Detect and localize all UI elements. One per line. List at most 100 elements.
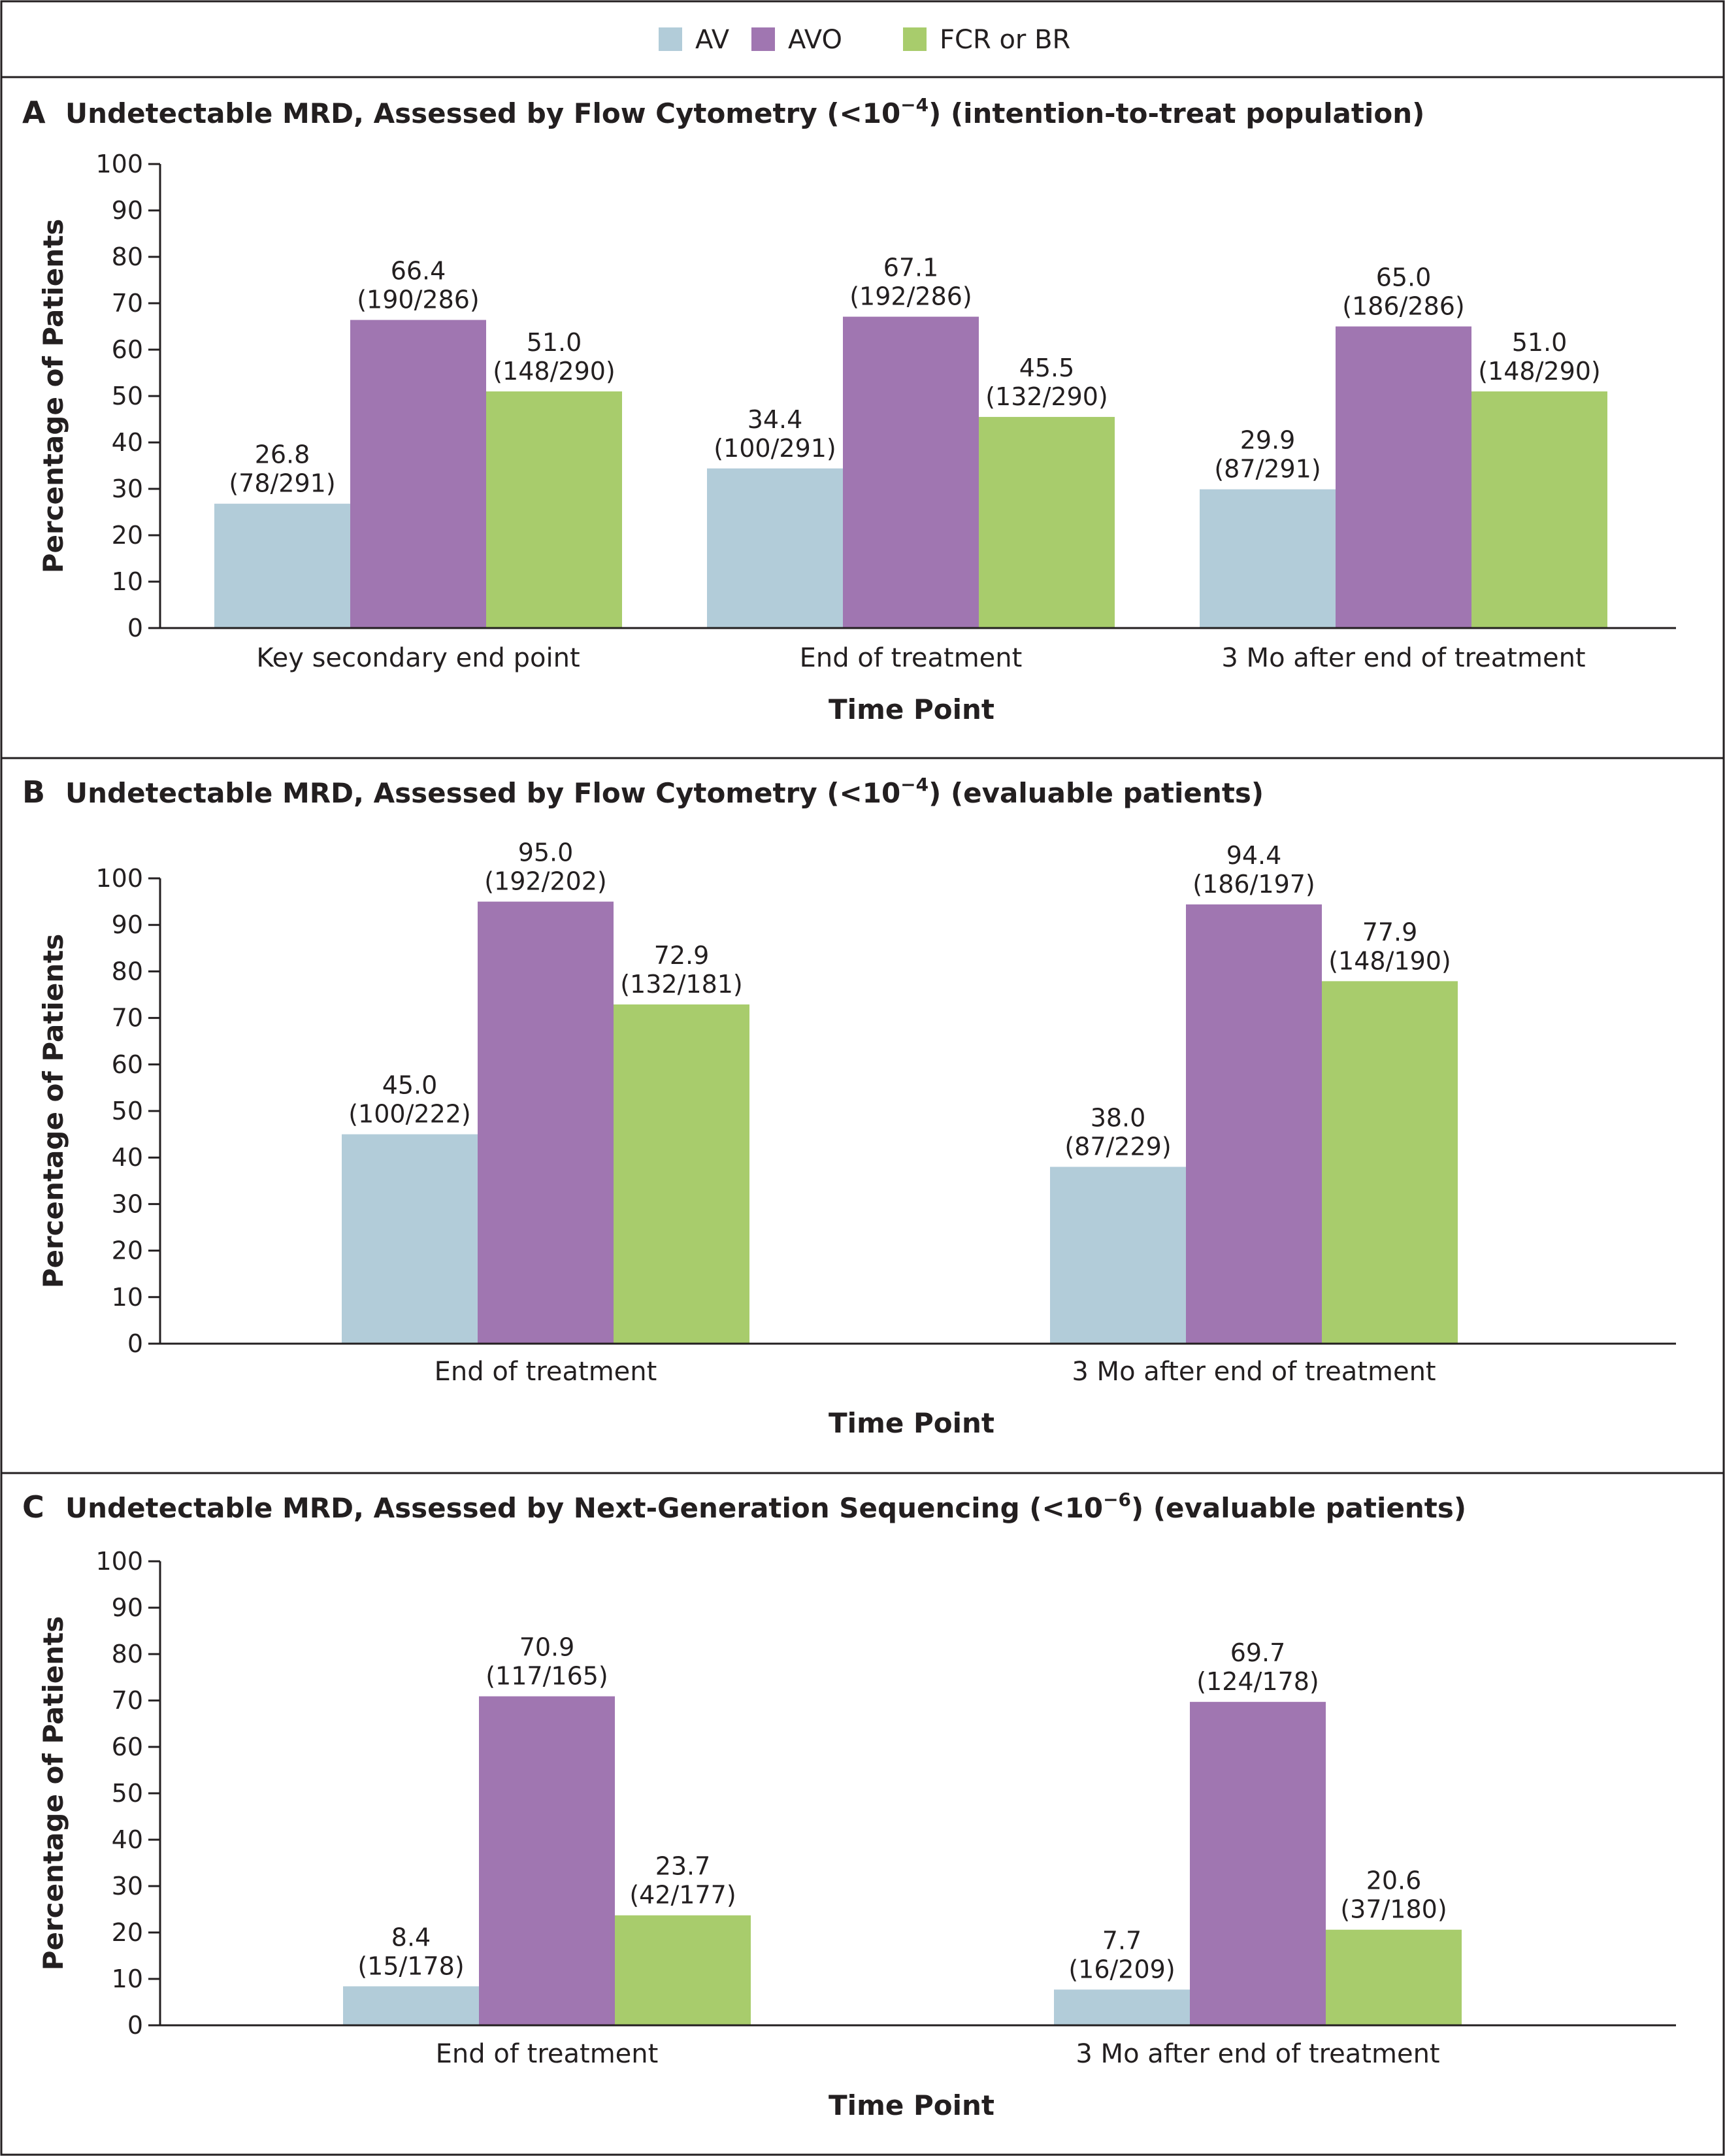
bar-avo-3 — [1336, 326, 1471, 628]
y-tick-label: 100 — [95, 150, 143, 178]
bar-count-label: (87/291) — [1214, 455, 1321, 484]
x-category-label: 3 Mo after end of treatment — [1076, 2039, 1439, 2069]
bar-fcr-or-br-2 — [1326, 1929, 1462, 2025]
bar-av-2 — [707, 468, 843, 628]
bar-count-label: (132/290) — [985, 382, 1108, 411]
panel-title-main: Undetectable MRD, Assessed by Flow Cytom… — [65, 777, 900, 809]
bar-value-label: 65.0 — [1376, 263, 1432, 292]
bar-fcr-or-br-1 — [614, 1004, 749, 1344]
bar-av-2 — [1054, 1989, 1190, 2025]
x-axis-title: Time Point — [829, 2089, 994, 2121]
y-tick-label: 30 — [112, 1189, 143, 1218]
bar-count-label: (16/209) — [1068, 1955, 1175, 1983]
panel-title-rest: ) (evaluable patients) — [928, 777, 1264, 809]
bar-count-label: (100/291) — [714, 434, 836, 463]
bar-fcr-or-br-2 — [1322, 981, 1458, 1344]
y-tick-label: 0 — [127, 614, 143, 642]
legend: AV AVO FCR or BR — [659, 25, 1070, 55]
chart-panel-a: A Undetectable MRD, Assessed by Flow Cyto… — [22, 94, 1676, 725]
panel-letter: B — [22, 774, 45, 810]
bar-value-label: 45.5 — [1019, 354, 1075, 382]
bar-count-label: (124/178) — [1196, 1667, 1319, 1696]
y-tick-label: 60 — [112, 1050, 143, 1079]
bar-count-label: (186/286) — [1342, 292, 1465, 321]
bar-value-label: 29.9 — [1240, 426, 1296, 455]
x-category-label: End of treatment — [435, 1357, 657, 1387]
bar-value-label: 51.0 — [527, 328, 582, 357]
y-tick-label: 80 — [112, 242, 143, 271]
bar-value-label: 70.9 — [519, 1633, 575, 1662]
panel-title-exponent: −4 — [900, 774, 928, 795]
bar-count-label: (117/165) — [485, 1662, 608, 1691]
legend-swatch — [751, 27, 775, 51]
bar-count-label: (100/222) — [348, 1100, 471, 1129]
bar-value-label: 45.0 — [382, 1071, 438, 1100]
y-tick-label: 20 — [112, 1236, 143, 1265]
bar-value-label: 20.6 — [1366, 1866, 1422, 1895]
bar-fcr-or-br-1 — [486, 391, 622, 628]
y-tick-label: 70 — [112, 289, 143, 318]
legend-item-av: AV — [659, 25, 730, 55]
y-tick-label: 40 — [112, 1825, 143, 1854]
bar-fcr-or-br-3 — [1471, 391, 1607, 628]
panel-title-exponent: −4 — [900, 94, 928, 116]
y-tick-label: 90 — [112, 196, 143, 225]
bar-value-label: 69.7 — [1230, 1638, 1286, 1667]
y-tick-label: 60 — [112, 335, 143, 364]
bar-count-label: (15/178) — [357, 1951, 464, 1980]
y-tick-label: 100 — [95, 1547, 143, 1576]
y-tick-label: 100 — [95, 864, 143, 893]
panel-title-exponent: −6 — [1103, 1489, 1131, 1510]
bar-count-label: (190/286) — [357, 286, 480, 314]
chart-panel-b: B Undetectable MRD, Assessed by Flow Cyto… — [22, 774, 1676, 1439]
legend-item-fcr-or-br: FCR or BR — [903, 25, 1070, 55]
y-tick-label: 80 — [112, 1640, 143, 1668]
bar-avo-2 — [1190, 1702, 1326, 2025]
y-tick-label: 60 — [112, 1733, 143, 1761]
bar-value-label: 34.4 — [748, 405, 803, 434]
x-category-label: End of treatment — [800, 643, 1023, 673]
chart-panels: A Undetectable MRD, Assessed by Flow Cyto… — [22, 94, 1676, 2121]
bar-count-label: (148/190) — [1328, 946, 1451, 975]
bar-av-3 — [1200, 489, 1336, 628]
bar-av-1 — [214, 503, 350, 628]
y-tick-label: 0 — [127, 2011, 143, 2040]
y-tick-label: 10 — [112, 1283, 143, 1312]
panel-title-rest: ) (evaluable patients) — [1131, 1492, 1466, 1524]
y-tick-label: 70 — [112, 1686, 143, 1715]
panel-title: Undetectable MRD, Assessed by Next-Gener… — [65, 1489, 1466, 1524]
bar-count-label: (78/291) — [229, 469, 335, 498]
bar-value-label: 51.0 — [1512, 328, 1568, 357]
y-tick-label: 90 — [112, 910, 143, 939]
y-tick-label: 90 — [112, 1593, 143, 1622]
bar-count-label: (148/290) — [1478, 357, 1601, 386]
bar-avo-1 — [350, 320, 486, 628]
bar-count-label: (192/202) — [484, 867, 607, 896]
bar-value-label: 7.7 — [1102, 1926, 1142, 1955]
x-axis-title: Time Point — [829, 693, 994, 725]
y-tick-label: 10 — [112, 1965, 143, 1993]
bar-count-label: (186/197) — [1192, 870, 1315, 899]
panel-title: Undetectable MRD, Assessed by Flow Cytom… — [65, 774, 1264, 809]
bar-value-label: 23.7 — [655, 1852, 711, 1881]
y-tick-label: 20 — [112, 1918, 143, 1947]
y-axis-title: Percentage of Patients — [37, 1616, 69, 1971]
y-tick-label: 0 — [127, 1329, 143, 1358]
y-tick-label: 50 — [112, 382, 143, 410]
y-axis-title: Percentage of Patients — [37, 934, 69, 1289]
bar-av-1 — [343, 1986, 479, 2025]
bar-count-label: (192/286) — [849, 282, 972, 311]
bar-avo-1 — [479, 1696, 615, 2025]
bar-value-label: 38.0 — [1091, 1103, 1146, 1132]
bar-av-1 — [342, 1134, 478, 1344]
bar-value-label: 72.9 — [654, 941, 710, 970]
y-tick-label: 10 — [112, 567, 143, 596]
x-category-label: Key secondary end point — [256, 643, 580, 673]
panel-letter: A — [22, 95, 46, 130]
y-axis-title: Percentage of Patients — [37, 219, 69, 574]
panel-title-main: Undetectable MRD, Assessed by Next-Gener… — [65, 1492, 1103, 1524]
y-tick-label: 50 — [112, 1779, 143, 1808]
